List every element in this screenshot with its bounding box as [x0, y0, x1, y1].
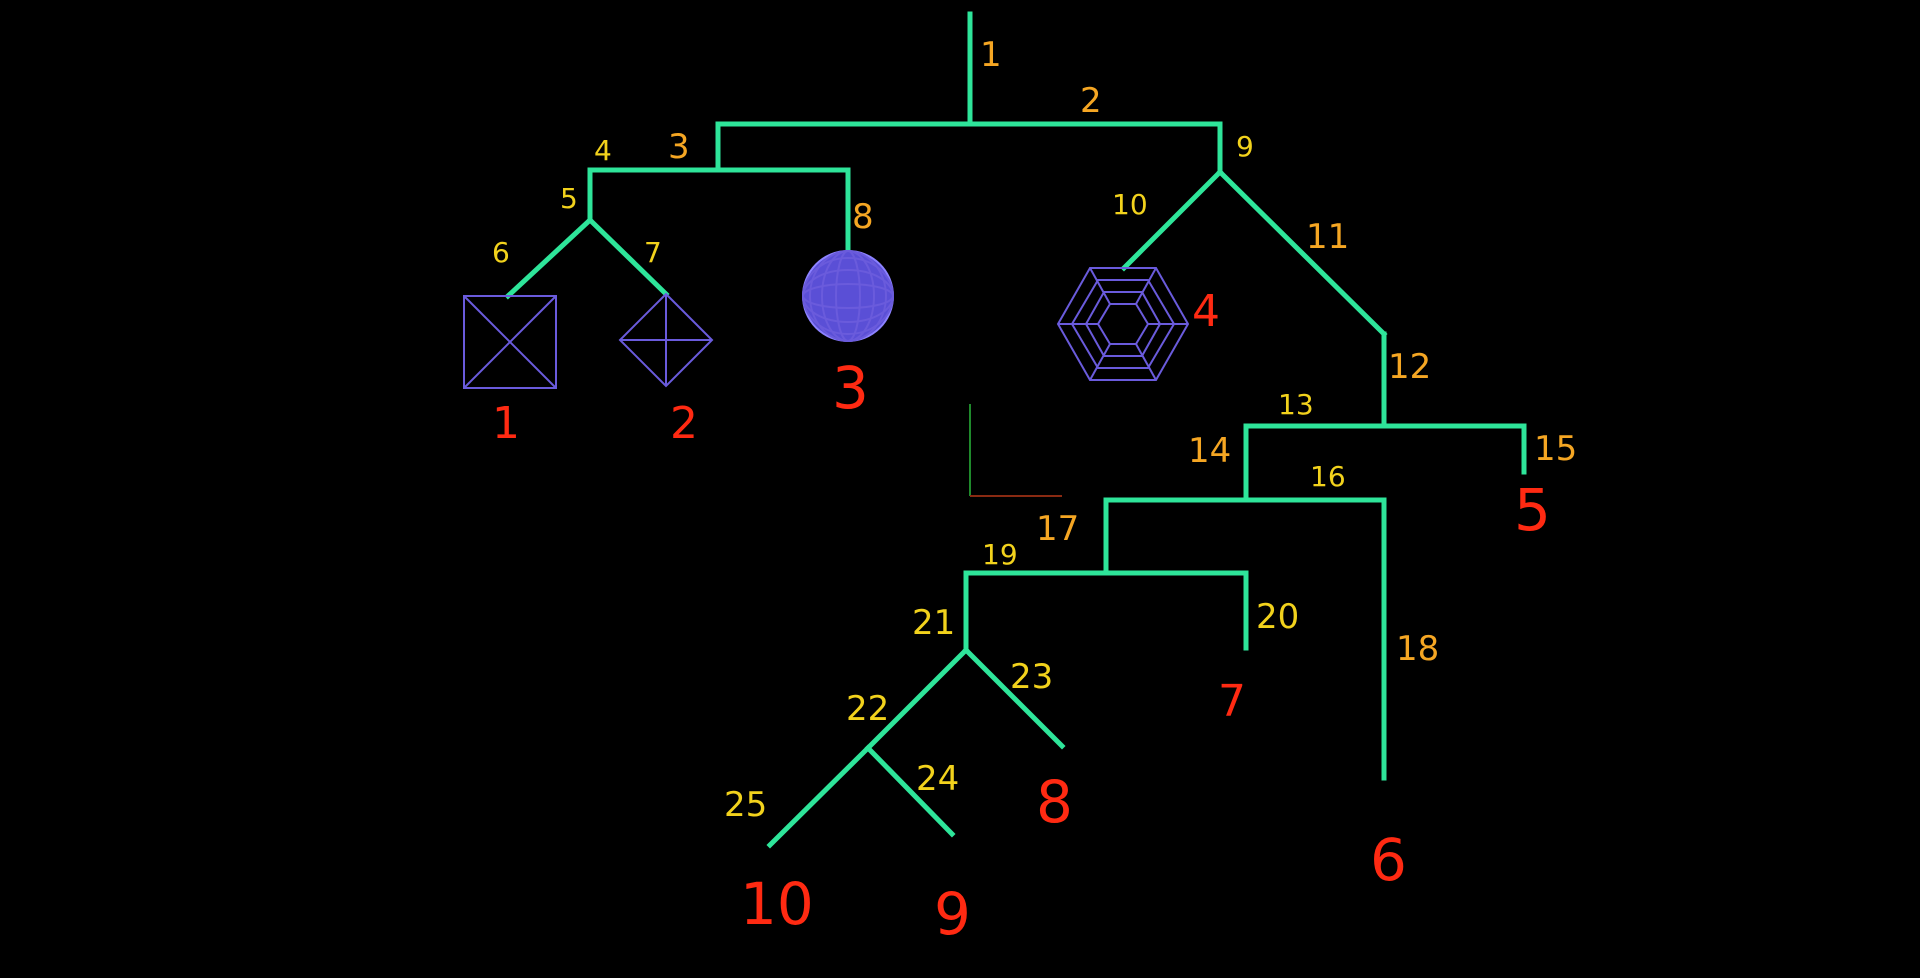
- edge-to-leaf10: [766, 744, 872, 849]
- leaf-label-1: 1: [492, 398, 520, 449]
- edge-to-leaf1: [504, 216, 594, 300]
- leaf-label-6: 6: [1370, 826, 1407, 894]
- segment-label-1: 1: [980, 35, 1002, 75]
- leaf-label-2: 2: [670, 398, 698, 449]
- leaf-label-8: 8: [1036, 768, 1073, 836]
- leaf-label-3: 3: [832, 354, 869, 422]
- segment-label-2: 2: [1080, 81, 1102, 121]
- segment-label-17: 17: [1036, 509, 1079, 549]
- segment-label-23: 23: [1010, 657, 1053, 697]
- segment-label-7: 7: [644, 236, 662, 269]
- tree-edges: [504, 11, 1527, 849]
- edge-diagonal-11: [1216, 168, 1388, 338]
- segment-label-5: 5: [560, 182, 578, 215]
- segment-label-15: 15: [1534, 429, 1577, 469]
- leaf-label-4: 4: [1192, 286, 1220, 337]
- segment-label-16: 16: [1310, 460, 1346, 493]
- leaf-labels: 1 2 3 4 5 6 7 8 9 10: [492, 286, 1551, 948]
- axis-gizmo: [969, 404, 1062, 497]
- wireframe-sphere-icon: [802, 250, 894, 342]
- segment-label-25: 25: [724, 785, 767, 825]
- edge-to-leaf2: [586, 216, 670, 298]
- segment-label-22: 22: [846, 689, 889, 729]
- segment-label-20: 20: [1256, 597, 1299, 637]
- leaf-label-5: 5: [1514, 476, 1551, 544]
- segment-label-14: 14: [1188, 431, 1231, 471]
- square-with-diagonals-icon: [463, 295, 557, 389]
- edge-to-leaf8: [962, 646, 1066, 750]
- segment-label-4: 4: [594, 134, 612, 167]
- edge-22-diagonal: [864, 646, 970, 752]
- wireframe-hexagonal-torus-icon: [1056, 267, 1190, 381]
- segment-labels: 1 2 3 4 5 6 7 8 9 10 11 12 13 14 15 16 1…: [492, 35, 1577, 825]
- segment-label-18: 18: [1396, 629, 1439, 669]
- leaf-label-7: 7: [1218, 676, 1246, 727]
- leaf-label-9: 9: [934, 880, 971, 948]
- segment-label-13: 13: [1278, 388, 1314, 421]
- segment-label-11: 11: [1306, 217, 1349, 257]
- segment-label-19: 19: [982, 538, 1018, 571]
- leaf-label-10: 10: [740, 870, 814, 938]
- segment-label-10: 10: [1112, 188, 1148, 221]
- edge-to-leaf4: [1120, 168, 1224, 272]
- segment-label-21: 21: [912, 603, 955, 643]
- segment-label-3: 3: [668, 127, 690, 167]
- edge-to-leaf9: [864, 744, 956, 838]
- segment-label-6: 6: [492, 236, 510, 269]
- diamond-with-cross-icon: [618, 292, 714, 388]
- segment-label-12: 12: [1388, 347, 1431, 387]
- segment-label-9: 9: [1236, 130, 1254, 163]
- segment-label-8: 8: [852, 197, 874, 237]
- segment-label-24: 24: [916, 759, 959, 799]
